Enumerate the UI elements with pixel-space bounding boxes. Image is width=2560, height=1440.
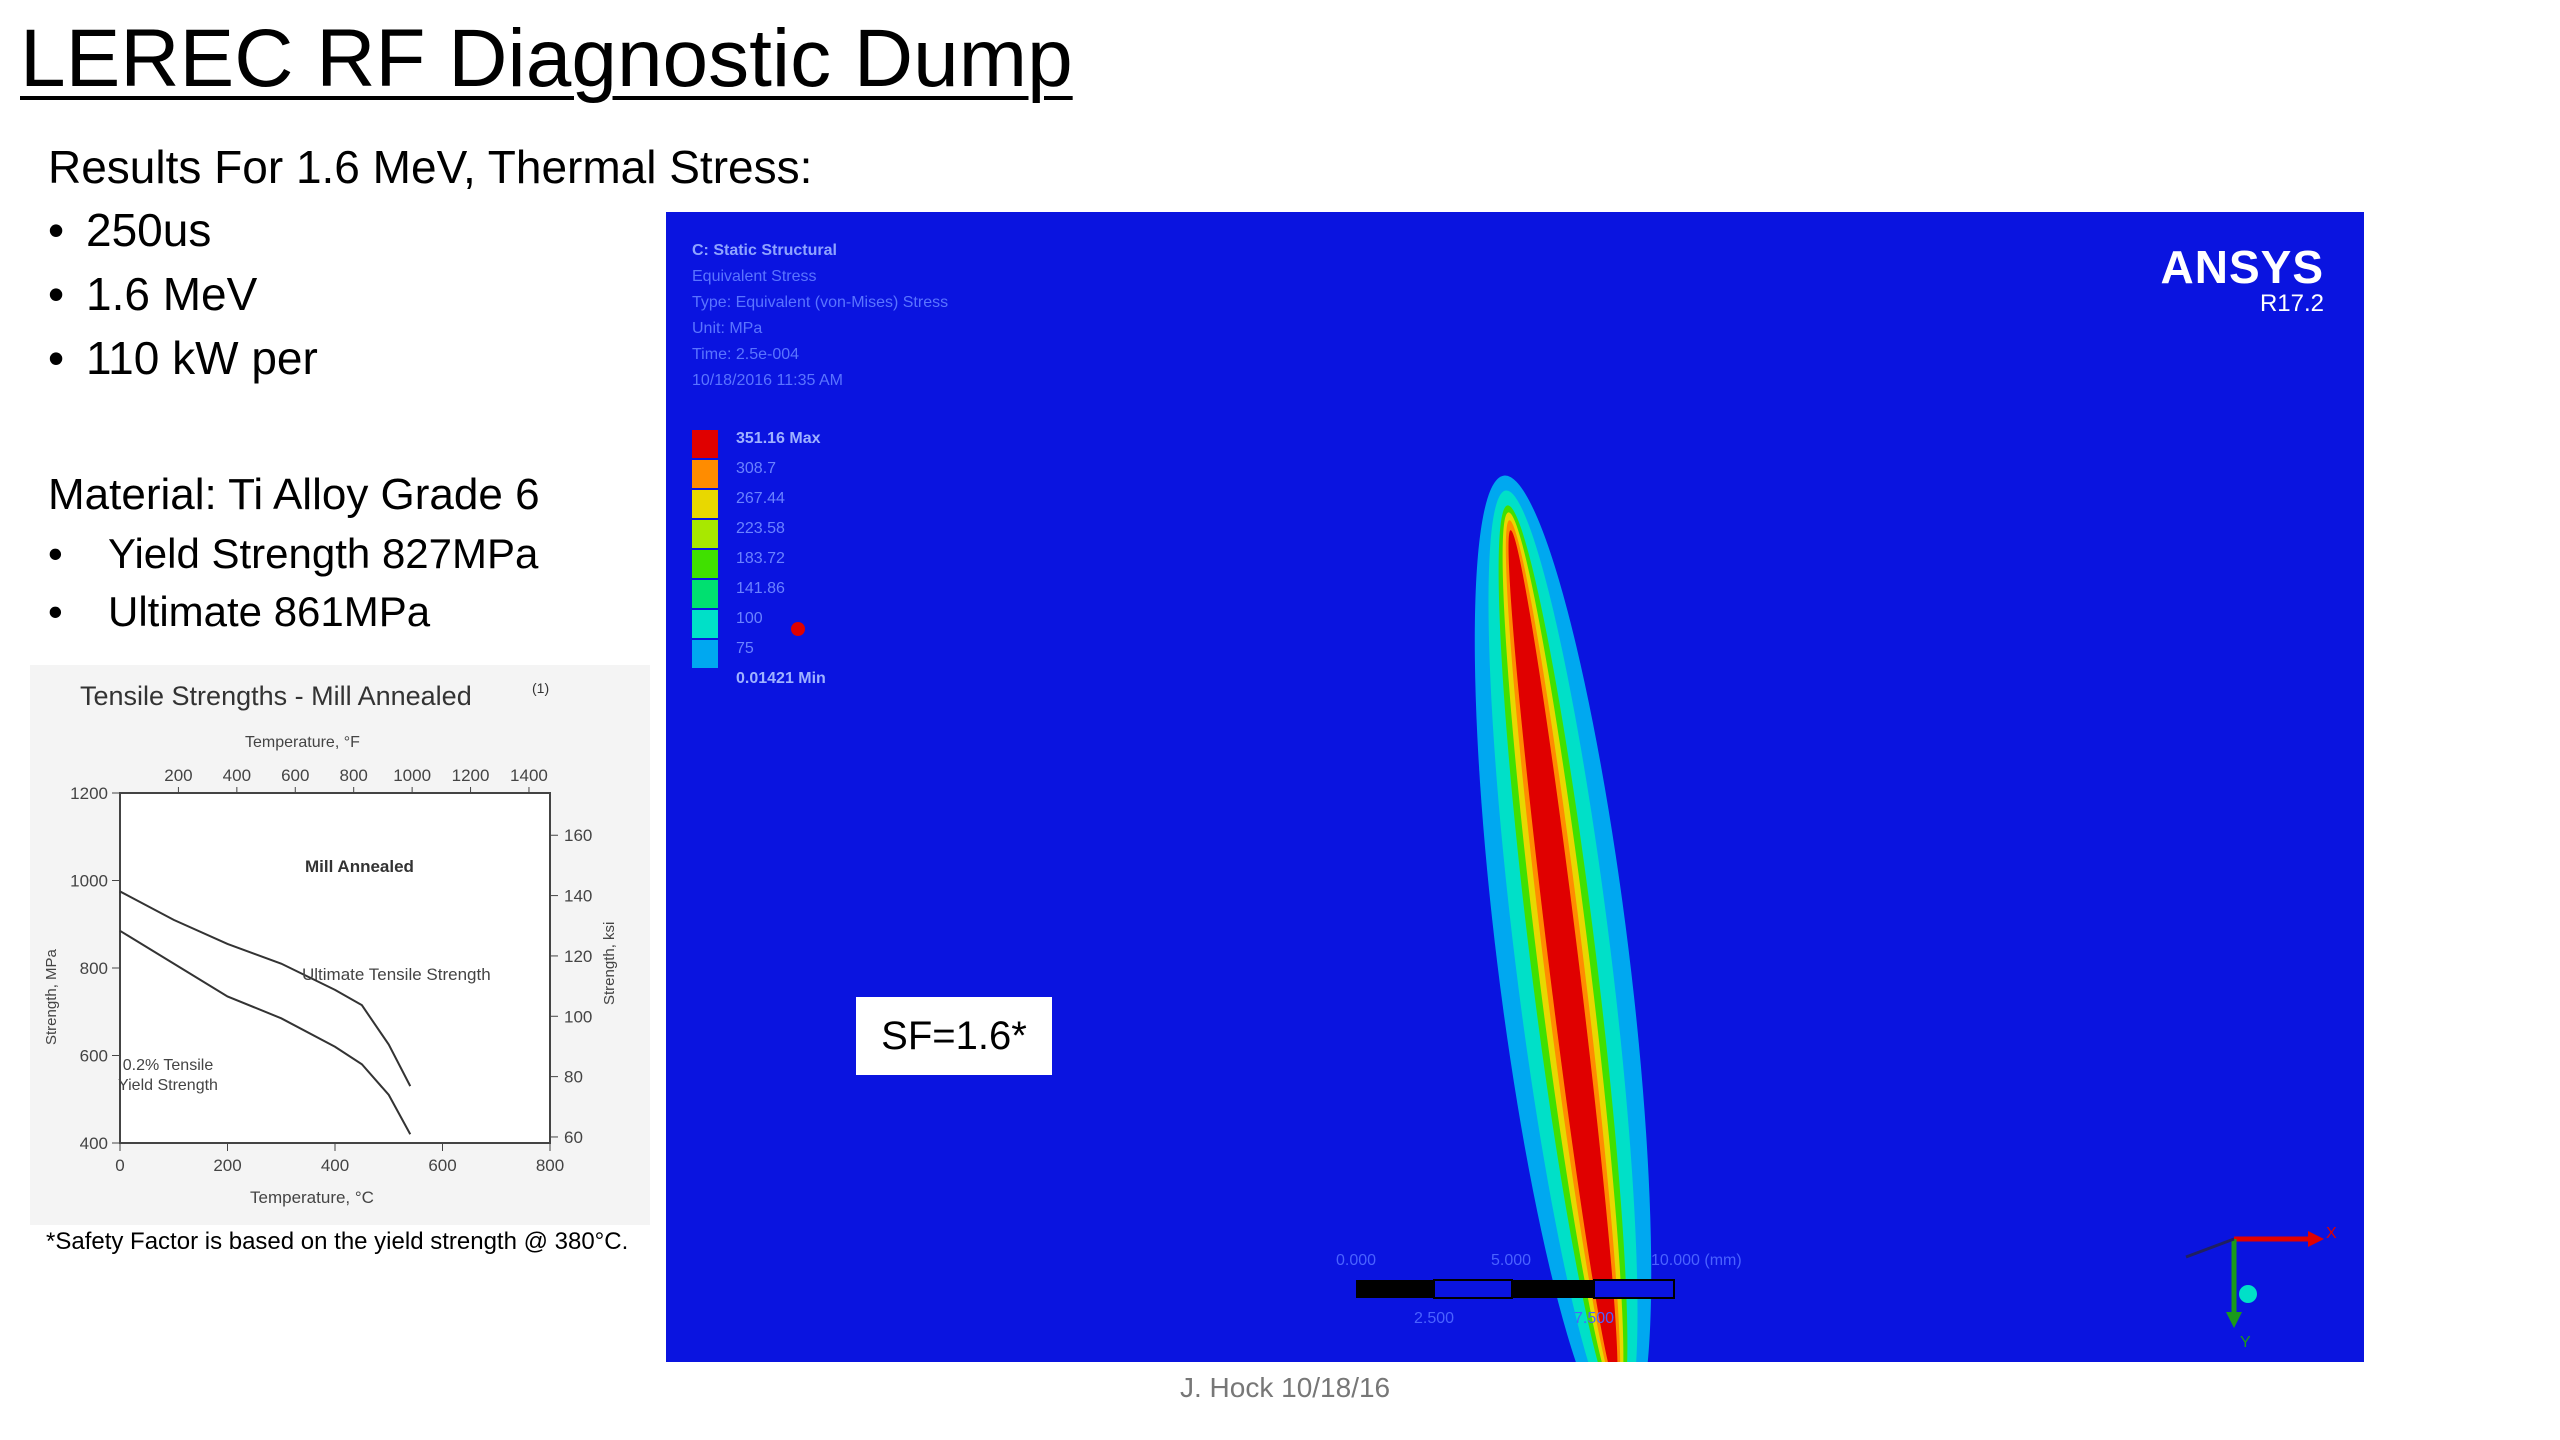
legend-swatch <box>692 550 718 578</box>
axis-x-label: X <box>2326 1225 2337 1242</box>
probe-marker <box>791 622 805 636</box>
list-item: 1.6 MeV <box>48 262 318 326</box>
ultimate-strength-line <box>119 890 412 1087</box>
x2-tick-label: 1000 <box>393 766 431 785</box>
result-name: Equivalent Stress <box>692 268 817 285</box>
legend-swatch <box>692 640 718 668</box>
results-heading: Results For 1.6 MeV, Thermal Stress: <box>48 141 813 193</box>
ansys-wordmark: ANSYS <box>2160 241 2324 293</box>
chart-title: Tensile Strengths - Mill Annealed <box>80 681 472 711</box>
y2-tick-label: 80 <box>564 1068 583 1087</box>
y2-tick-label: 60 <box>564 1128 583 1147</box>
legend-labels: 351.16 Max 308.7 267.44 223.58 183.72 14… <box>736 424 826 694</box>
ansys-version: R17.2 <box>2259 290 2324 317</box>
parameter-list: 250us 1.6 MeV 110 kW per <box>48 198 318 390</box>
x2-tick-label: 800 <box>340 766 368 785</box>
axis-y-label: Y <box>2240 1334 2251 1351</box>
legend-label: 75 <box>736 640 754 657</box>
stress-contour-plot <box>791 475 2324 1362</box>
chart-title-note: (1) <box>532 680 549 696</box>
y-tick-label: 400 <box>80 1134 108 1153</box>
legend-label: 308.7 <box>736 460 777 477</box>
safety-factor-box: SF=1.6* <box>856 997 1052 1075</box>
legend-swatch <box>692 520 718 548</box>
series-label: Ultimate Tensile Strength <box>302 965 491 984</box>
y2-tick-label: 100 <box>564 1007 592 1026</box>
x2-tick-label: 1400 <box>510 766 548 785</box>
y2-tick-label: 120 <box>564 947 592 966</box>
material-properties: Yield Strength 827MPa Ultimate 861MPa <box>48 525 538 641</box>
y-tick-label: 600 <box>80 1047 108 1066</box>
result-date: 10/18/2016 11:35 AM <box>692 372 843 389</box>
footnote: *Safety Factor is based on the yield str… <box>46 1228 629 1255</box>
plot-area <box>119 792 551 1144</box>
result-time: Time: 2.5e-004 <box>692 346 800 363</box>
legend-label: 100 <box>736 610 763 627</box>
x-tick-label: 400 <box>321 1156 349 1175</box>
y-axis-label: Strength, MPa <box>43 948 60 1045</box>
x-tick-label: 600 <box>428 1156 456 1175</box>
legend-swatch <box>692 580 718 608</box>
tensile-strength-chart: Tensile Strengths - Mill Annealed (1) Temp… <box>30 665 650 1225</box>
chart-annotation: Mill Annealed <box>305 857 414 876</box>
scale-label: 2.500 <box>1414 1310 1455 1327</box>
y2-tick-label: 160 <box>564 826 592 845</box>
x2-tick-label: 600 <box>281 766 309 785</box>
legend-label: 223.58 <box>736 520 785 537</box>
scale-label: 10.000 (mm) <box>1651 1252 1742 1269</box>
scale-label: 7.500 <box>1574 1310 1615 1327</box>
result-type: Type: Equivalent (von-Mises) Stress <box>692 294 949 311</box>
y-tick-label: 800 <box>80 959 108 978</box>
legend-swatch <box>692 490 718 518</box>
legend-swatch <box>692 610 718 638</box>
scale-bar <box>1356 1279 1675 1299</box>
scale-label: 5.000 <box>1491 1252 1532 1269</box>
list-item: Ultimate 861MPa <box>48 583 538 641</box>
y2-tick-label: 140 <box>564 887 592 906</box>
scale-label: 0.000 <box>1336 1252 1377 1269</box>
x-axis-label: Temperature, °C <box>250 1188 374 1207</box>
legend-swatch <box>692 460 718 488</box>
yield-strength-line <box>119 929 412 1135</box>
analysis-name: C: Static Structural <box>692 242 837 259</box>
ansys-simulation-view: C: Static Structural Equivalent Stress T… <box>666 212 2364 1362</box>
list-item: 250us <box>48 198 318 262</box>
legend-label: 351.16 Max <box>736 430 821 447</box>
x2-tick-label: 400 <box>223 766 251 785</box>
y-tick-label: 1200 <box>70 784 108 803</box>
series-label: 0.2% Tensile <box>123 1057 214 1074</box>
triad-axes <box>2185 1231 2324 1328</box>
legend-label: 141.86 <box>736 580 785 597</box>
legend-label: 0.01421 Min <box>736 670 826 687</box>
legend-swatch <box>692 430 718 458</box>
slide-title: LEREC RF Diagnostic Dump <box>20 13 1073 104</box>
y2-axis-label: Strength, ksi <box>601 922 618 1005</box>
x-tick-label: 800 <box>536 1156 564 1175</box>
material-heading: Material: Ti Alloy Grade 6 <box>48 470 540 519</box>
x-tick-label: 200 <box>213 1156 241 1175</box>
series-label: Yield Strength <box>118 1077 218 1094</box>
x2-axis-label: Temperature, °F <box>245 734 360 751</box>
tensile-chart-svg: Tensile Strengths - Mill Annealed (1) Temp… <box>43 680 618 1207</box>
legend-label: 267.44 <box>736 490 785 507</box>
x2-tick-label: 200 <box>164 766 192 785</box>
legend-swatch <box>692 670 718 698</box>
legend-label: 183.72 <box>736 550 785 567</box>
list-item: Yield Strength 827MPa <box>48 525 538 583</box>
author-date: J. Hock 10/18/16 <box>1180 1372 1391 1403</box>
sim-header: C: Static Structural Equivalent Stress T… <box>692 238 948 394</box>
color-legend <box>692 430 718 700</box>
contour-band <box>1508 530 1618 1362</box>
result-unit: Unit: MPa <box>692 320 763 337</box>
ansys-logo: ANSYS R17.2 <box>2161 244 2324 318</box>
y-tick-label: 1000 <box>70 872 108 891</box>
x-tick-label: 0 <box>115 1156 124 1175</box>
list-item: 110 kW per <box>48 326 318 390</box>
x2-tick-label: 1200 <box>452 766 490 785</box>
